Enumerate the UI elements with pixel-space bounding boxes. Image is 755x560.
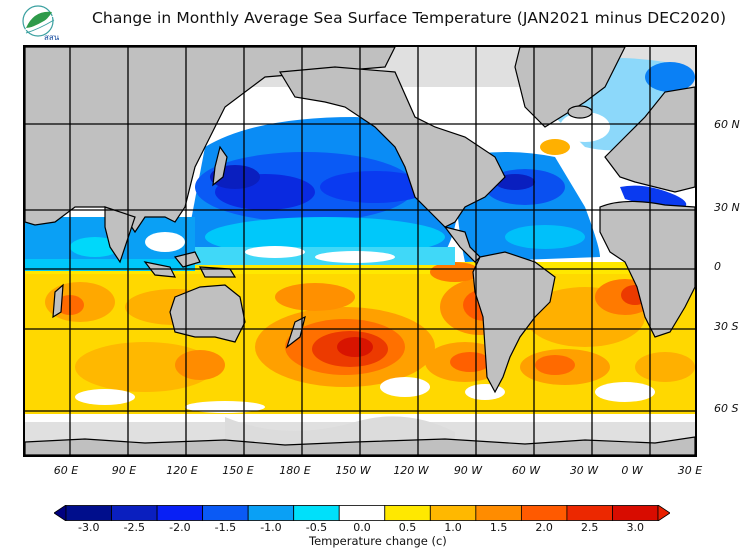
colorbar-title: Temperature change (c): [309, 534, 447, 548]
chart-title: Change in Monthly Average Sea Surface Te…: [92, 9, 727, 27]
colorbar-arrow-min: [54, 505, 67, 521]
lon-label-120e: 120 E: [166, 464, 198, 477]
lat-label-30n: 30 N: [714, 201, 740, 214]
colorbar-tick-label: 1.5: [489, 521, 508, 534]
colorbar-tick-label: 2.5: [580, 521, 599, 534]
graticule: [25, 47, 695, 455]
colorbar-segment: [429, 505, 477, 521]
japan: [212, 145, 228, 187]
map-canvas: [25, 47, 695, 455]
australia: [169, 284, 246, 343]
colorbar-segment: [202, 505, 249, 521]
colorbar-segment: [156, 505, 204, 521]
lon-label-60e: 60 E: [53, 464, 79, 477]
north-america: [278, 66, 506, 228]
leaf-icon: [26, 11, 52, 28]
organization-logo: สสน: [20, 4, 60, 42]
colorbar-tick-label: 3.0: [626, 521, 644, 534]
colorbar-tick-label: 0.5: [398, 521, 417, 534]
lon-label-30e: 30 E: [677, 464, 703, 477]
lat-label-equator: 0: [714, 260, 721, 273]
colorbar-tick-label: -2.0: [169, 521, 191, 534]
colorbar-segment: [111, 505, 158, 521]
colorbar-tick-label: 1.0: [444, 521, 462, 534]
colorbar-segment: [475, 505, 522, 521]
colorbar-segment: [293, 505, 340, 521]
colorbar-segment: [65, 505, 112, 521]
lon-label-0w: 0 W: [621, 464, 643, 477]
colorbar-tick-label: 2.0: [535, 521, 553, 534]
colorbar-tick-label: 0.0: [353, 521, 371, 534]
lon-label-150w: 150 W: [335, 464, 371, 477]
colorbar-segment: [247, 505, 295, 521]
lon-label-60w: 60 W: [511, 464, 541, 477]
lon-label-150e: 150 E: [222, 464, 254, 477]
lon-label-90w: 90 W: [453, 464, 483, 477]
lon-label-120w: 120 W: [393, 464, 429, 477]
madagascar: [52, 283, 64, 319]
lat-label-60s: 60 S: [714, 402, 739, 415]
colorbar-segment: [338, 505, 386, 521]
colorbar-segment: [612, 505, 659, 521]
colorbar-tick-label: -2.5: [123, 521, 146, 534]
lon-label-30w: 30 W: [569, 464, 599, 477]
greenland: [514, 47, 626, 128]
colorbar-tick-label: -3.0: [78, 521, 100, 534]
lat-label-30s: 30 S: [714, 320, 739, 333]
iceland: [567, 105, 593, 119]
lon-label-180e: 180 E: [279, 464, 311, 477]
colorbar-tick-label: -1.5: [214, 521, 237, 534]
sst-map: [23, 45, 697, 457]
colorbar-segment: [566, 505, 613, 521]
lon-label-90e: 90 E: [111, 464, 137, 477]
colorbar-tick-label: -0.5: [305, 521, 328, 534]
colorbar: [54, 505, 670, 521]
colorbar-segment: [384, 505, 431, 521]
colorbar-arrow-max: [657, 505, 670, 521]
colorbar-segment: [520, 505, 568, 521]
colorbar-tick-label: -1.0: [260, 521, 282, 534]
logo-text: สสน: [44, 33, 60, 42]
lat-label-60n: 60 N: [714, 118, 740, 131]
